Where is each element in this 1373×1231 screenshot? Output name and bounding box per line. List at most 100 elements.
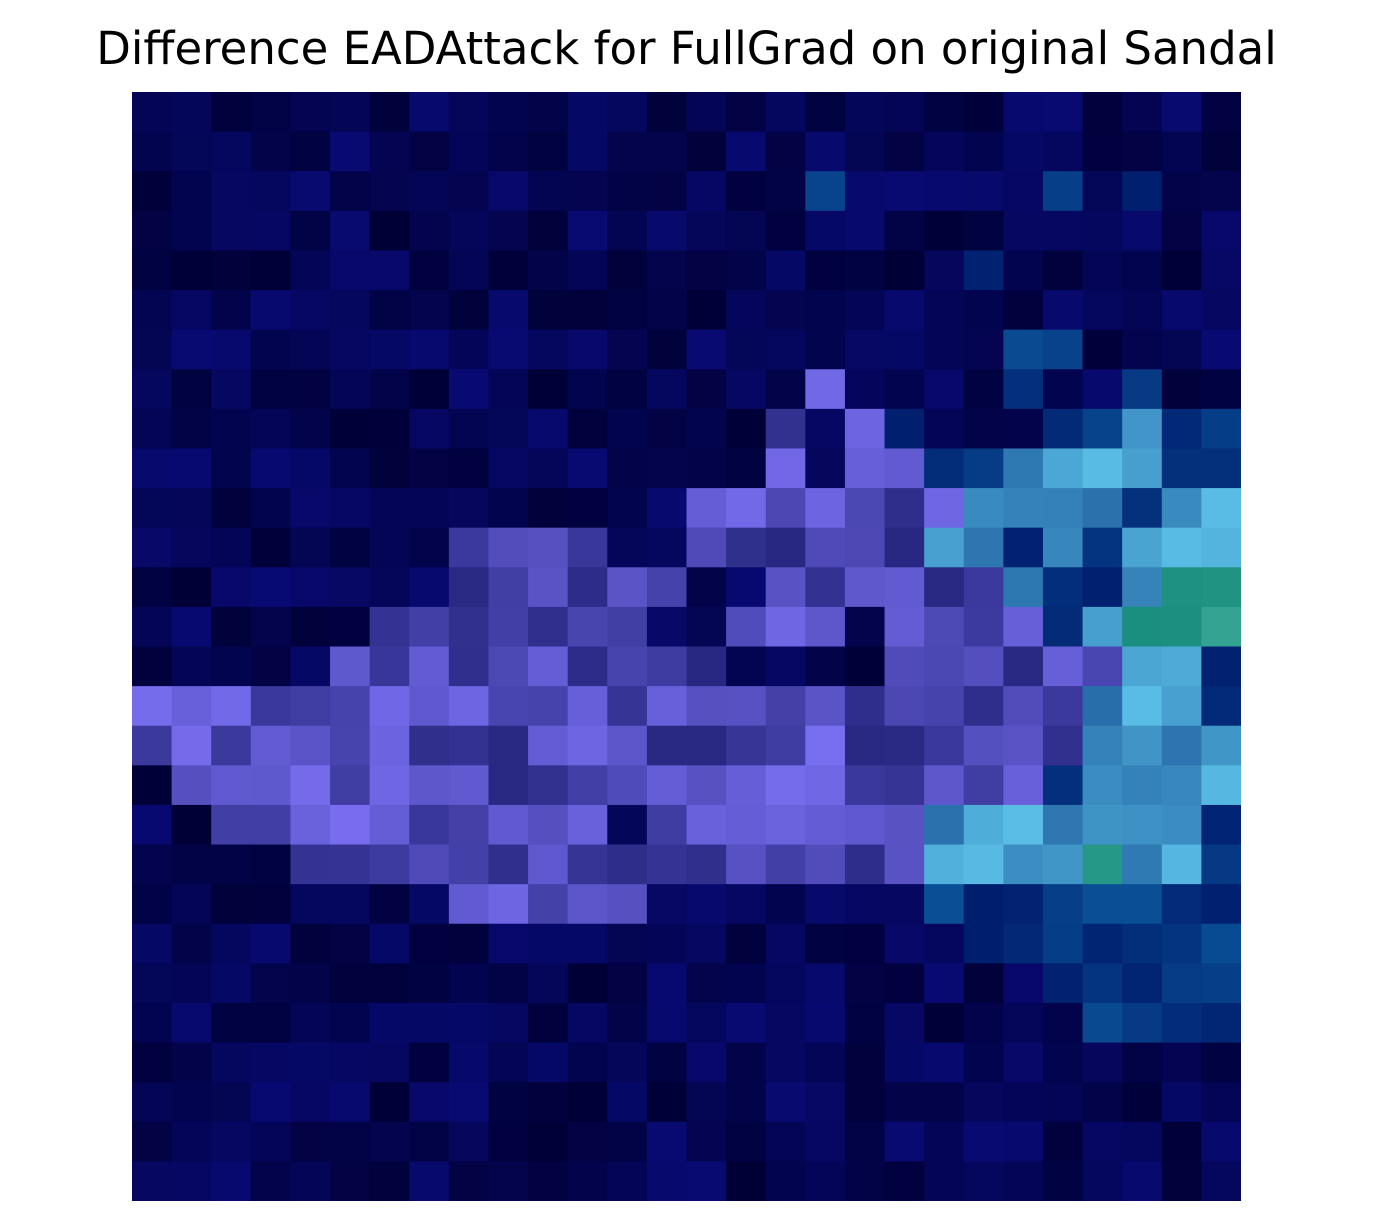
heatmap-cell <box>330 804 371 846</box>
heatmap-cell <box>963 1161 1004 1201</box>
heatmap-cell <box>686 488 727 529</box>
heatmap-cell <box>330 1082 371 1123</box>
heatmap-cell <box>686 606 727 648</box>
heatmap-cell <box>646 606 688 648</box>
heatmap-cell <box>646 844 688 885</box>
heatmap-cell <box>250 92 292 133</box>
heatmap-cell <box>1082 290 1123 331</box>
heatmap-cell <box>330 1002 371 1044</box>
heatmap-cell <box>409 290 450 331</box>
heatmap-cell <box>1122 844 1163 885</box>
heatmap-cell <box>171 408 212 450</box>
heatmap-cell <box>369 804 410 846</box>
heatmap-cell <box>646 1042 688 1083</box>
heatmap-cell <box>1161 725 1202 766</box>
heatmap-cell <box>805 408 846 450</box>
heatmap-cell <box>924 1042 965 1083</box>
heatmap-cell <box>330 369 371 410</box>
heatmap-cell <box>448 923 490 964</box>
heatmap-cell <box>448 1121 490 1162</box>
heatmap-cell <box>726 488 767 529</box>
heatmap-cell <box>844 804 886 846</box>
heatmap-cell <box>290 606 331 648</box>
heatmap-cell <box>1003 131 1044 172</box>
heatmap-cell <box>1122 1121 1163 1162</box>
heatmap-cell <box>1042 844 1084 885</box>
heatmap-cell <box>132 725 173 766</box>
heatmap-cell <box>1122 488 1163 529</box>
heatmap-cell <box>1003 250 1044 291</box>
heatmap-cell <box>528 1082 569 1123</box>
heatmap-cell <box>448 606 490 648</box>
heatmap-cell <box>1042 923 1084 964</box>
heatmap-cell <box>1082 686 1123 727</box>
heatmap-cell <box>369 606 410 648</box>
heatmap-cell <box>726 804 767 846</box>
heatmap-cell <box>884 408 925 450</box>
heatmap-cell <box>1122 686 1163 727</box>
heatmap-cell <box>488 448 529 489</box>
heatmap-cell <box>884 329 925 370</box>
heatmap-cell <box>1042 488 1084 529</box>
heatmap-cell <box>726 1002 767 1044</box>
heatmap-cell <box>607 1002 648 1044</box>
heatmap-cell <box>844 765 886 806</box>
heatmap-cell <box>528 725 569 766</box>
heatmap-cell <box>844 1121 886 1162</box>
heatmap-cell <box>805 765 846 806</box>
heatmap-cell <box>211 963 252 1004</box>
heatmap-cell <box>646 408 688 450</box>
heatmap-cell <box>1003 527 1044 568</box>
heatmap-cell <box>924 171 965 212</box>
heatmap-cell <box>686 1082 727 1123</box>
heatmap-cell <box>330 844 371 885</box>
heatmap-cell <box>409 210 450 252</box>
heatmap-cell <box>1082 329 1123 370</box>
heatmap-cell <box>765 884 806 925</box>
heatmap-cell <box>330 884 371 925</box>
heatmap-cell <box>884 1161 925 1201</box>
heatmap-cell <box>448 488 490 529</box>
heatmap-cell <box>132 1161 173 1201</box>
heatmap-cell <box>1003 844 1044 885</box>
heatmap-cell <box>171 92 212 133</box>
heatmap-cell <box>963 92 1004 133</box>
heatmap-cell <box>528 884 569 925</box>
heatmap-cell <box>1082 1082 1123 1123</box>
heatmap-cell <box>963 448 1004 489</box>
heatmap-cell <box>1201 92 1241 133</box>
heatmap-cell <box>409 1002 450 1044</box>
heatmap-cell <box>963 686 1004 727</box>
heatmap-cell <box>409 884 450 925</box>
heatmap-cell <box>171 1161 212 1201</box>
heatmap-cell <box>369 844 410 885</box>
heatmap-cell <box>290 250 331 291</box>
heatmap-cell <box>884 1002 925 1044</box>
heatmap-cell <box>330 1161 371 1201</box>
heatmap-cell <box>488 963 529 1004</box>
heatmap-cell <box>1082 1042 1123 1083</box>
heatmap-cell <box>844 686 886 727</box>
heatmap-cell <box>290 1042 331 1083</box>
heatmap-cell <box>528 92 569 133</box>
heatmap-cell <box>686 884 727 925</box>
heatmap-cell <box>607 1161 648 1201</box>
heatmap-cell <box>1082 765 1123 806</box>
heatmap-cell <box>567 884 608 925</box>
heatmap-cell <box>686 804 727 846</box>
heatmap-cell <box>211 725 252 766</box>
heatmap-cell <box>250 567 292 608</box>
heatmap-cell <box>765 1161 806 1201</box>
heatmap-cell <box>686 131 727 172</box>
heatmap-cell <box>765 646 806 687</box>
heatmap-cell <box>290 290 331 331</box>
heatmap-cell <box>488 923 529 964</box>
heatmap-cell <box>528 250 569 291</box>
heatmap-cell <box>607 606 648 648</box>
heatmap-cell <box>1003 567 1044 608</box>
heatmap-cell <box>646 1121 688 1162</box>
heatmap-cell <box>607 963 648 1004</box>
heatmap-cell <box>924 92 965 133</box>
heatmap-cell <box>1122 725 1163 766</box>
heatmap-cell <box>1082 408 1123 450</box>
